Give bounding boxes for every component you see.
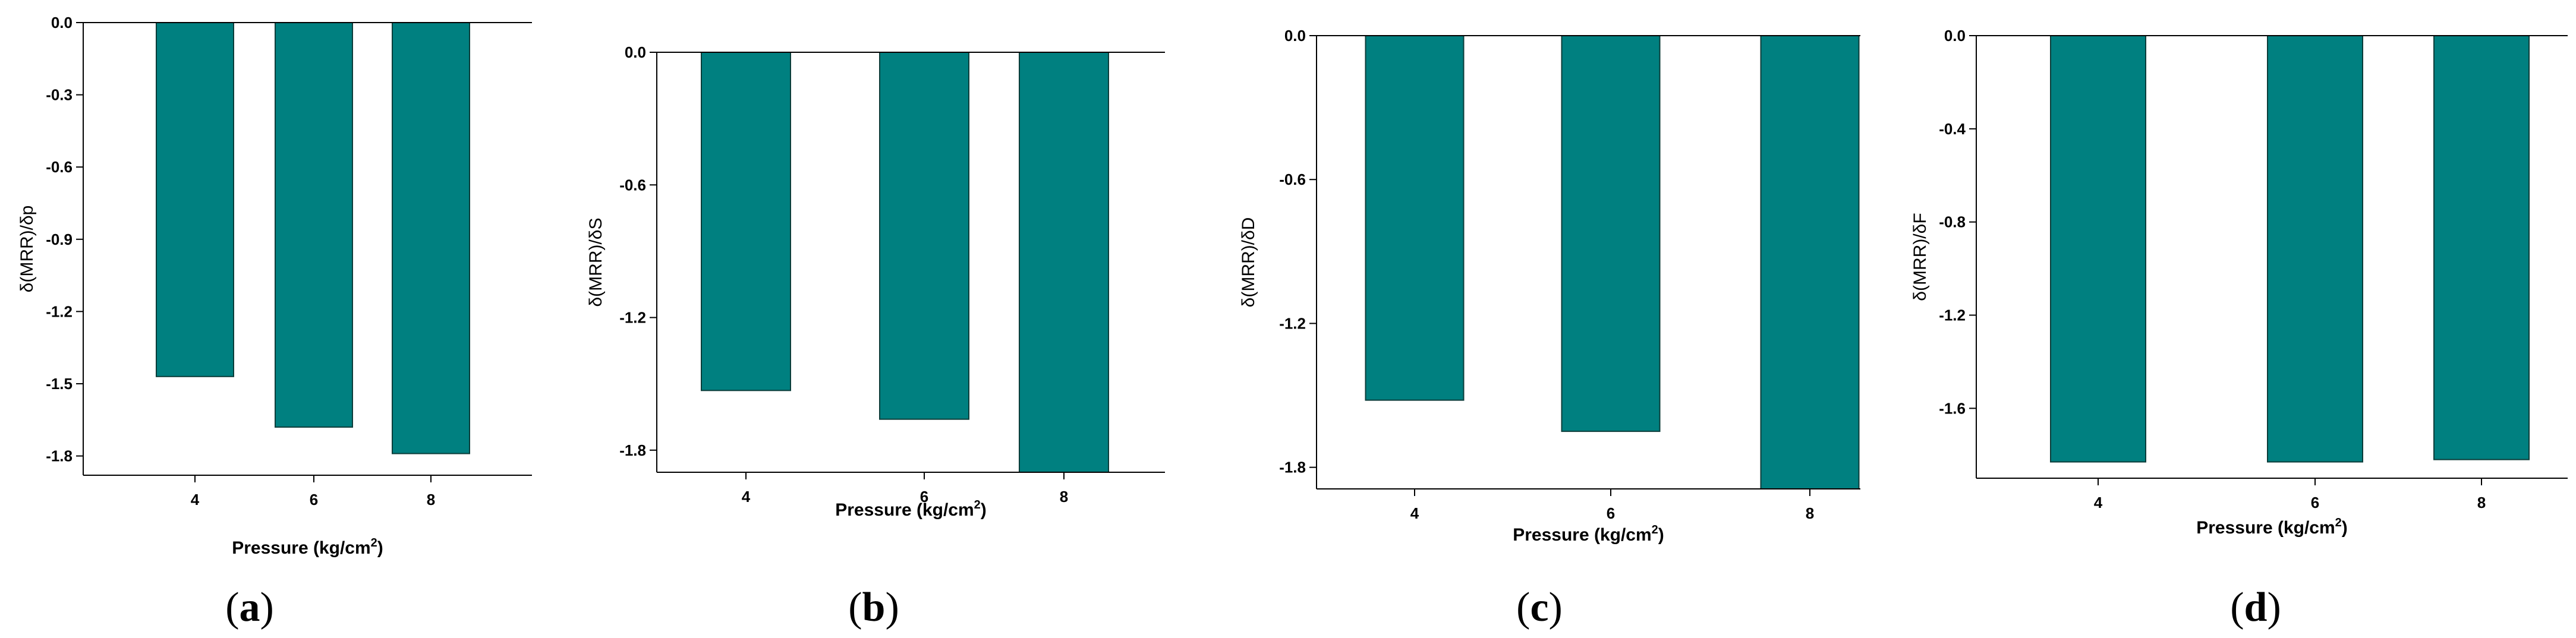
bar-a-6: [275, 22, 353, 428]
x-tick-label: 4: [1410, 504, 1419, 522]
y-axis-title: δ(MRR)/δF: [1910, 213, 1930, 301]
x-tick-label: 6: [1607, 504, 1615, 522]
x-axis-title: Pressure (kg/cm2): [1513, 523, 1664, 545]
x-tick-label: 6: [310, 491, 318, 508]
x-tick-label: 4: [742, 488, 751, 506]
y-tick-label: -1.5: [46, 375, 73, 393]
y-tick-label: -0.6: [1279, 170, 1306, 188]
chart-panel-b: 0.0 -0.6 -1.2 -1.8 4 6 8 Pressure (kg/cm2) δ(MRR…: [586, 43, 1165, 630]
bar-c-8: [1760, 35, 1860, 489]
x-axis-title: Pressure (kg/cm2): [835, 498, 987, 520]
chart-panel-d: 0.0 -0.4 -0.8 -1.2 -1.6 4 6 8 Pressure (kg/cm2) δ…: [1910, 27, 2568, 630]
x-tick-label: 6: [920, 488, 928, 506]
bar-b-6: [879, 52, 969, 420]
y-axis-title: δ(MRR)/δp: [17, 206, 37, 293]
y-tick-label: -1.2: [46, 302, 73, 320]
chart-panel-c: 0.0 -0.6 -1.2 -1.8 4 6 8 Pressure (kg/cm2) δ(MRR…: [1239, 27, 1860, 630]
y-tick-label: -1.8: [1279, 459, 1306, 476]
bar-a-4: [156, 22, 234, 377]
y-tick-label: -1.6: [1939, 399, 1966, 417]
bar-a-8: [392, 22, 470, 454]
y-tick-label: -0.9: [46, 230, 73, 248]
x-axis-title: Pressure (kg/cm2): [232, 536, 383, 558]
y-tick-label: 0.0: [1284, 27, 1306, 45]
y-axis-title: δ(MRR)/δS: [586, 217, 606, 307]
x-axis-title: Pressure (kg/cm2): [2196, 516, 2348, 538]
y-tick-label: 0.0: [51, 14, 73, 31]
x-tick-label: 8: [1806, 504, 1814, 522]
y-tick-label: 0.0: [1944, 27, 1966, 45]
x-tick-label: 6: [2311, 494, 2319, 511]
bar-b-8: [1019, 52, 1109, 473]
y-tick-label: -1.2: [1939, 307, 1966, 324]
y-tick-label: 0.0: [625, 43, 646, 61]
y-tick-label: -0.8: [1939, 213, 1966, 231]
panel-label-b: (b): [848, 585, 899, 630]
y-tick-label: -0.6: [619, 176, 646, 194]
bar-d-6: [2267, 35, 2363, 463]
y-tick-label: -1.8: [619, 441, 646, 459]
panel-label-c: (c): [1516, 585, 1563, 630]
x-tick-label: 8: [427, 491, 435, 508]
x-tick-label: 8: [1060, 488, 1068, 506]
y-axis-title: δ(MRR)/δD: [1239, 217, 1258, 308]
y-tick-label: -1.8: [46, 447, 73, 465]
bar-b-4: [701, 52, 791, 391]
panel-label-a: (a): [225, 585, 274, 630]
bar-d-4: [2050, 35, 2146, 463]
x-tick-label: 4: [2094, 494, 2103, 511]
x-tick-label: 8: [2477, 494, 2486, 511]
y-tick-label: -0.4: [1939, 120, 1966, 138]
chart-panel-a: 0.0 -0.3 -0.6 -0.9 -1.2 -1.5 -1.8 4 6 8 Pressure (…: [17, 14, 532, 630]
panel-label-d: (d): [2230, 585, 2281, 630]
x-tick-label: 4: [191, 491, 200, 508]
y-tick-label: -0.3: [46, 86, 73, 104]
bar-c-6: [1561, 35, 1661, 432]
y-tick-label: -0.6: [46, 158, 73, 176]
y-tick-label: -1.2: [1279, 314, 1306, 332]
bar-c-4: [1365, 35, 1465, 401]
bar-d-8: [2433, 35, 2530, 460]
y-tick-label: -1.2: [619, 309, 646, 327]
